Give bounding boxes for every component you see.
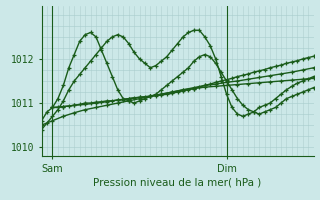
X-axis label: Pression niveau de la mer( hPa ): Pression niveau de la mer( hPa ) [93,178,262,188]
